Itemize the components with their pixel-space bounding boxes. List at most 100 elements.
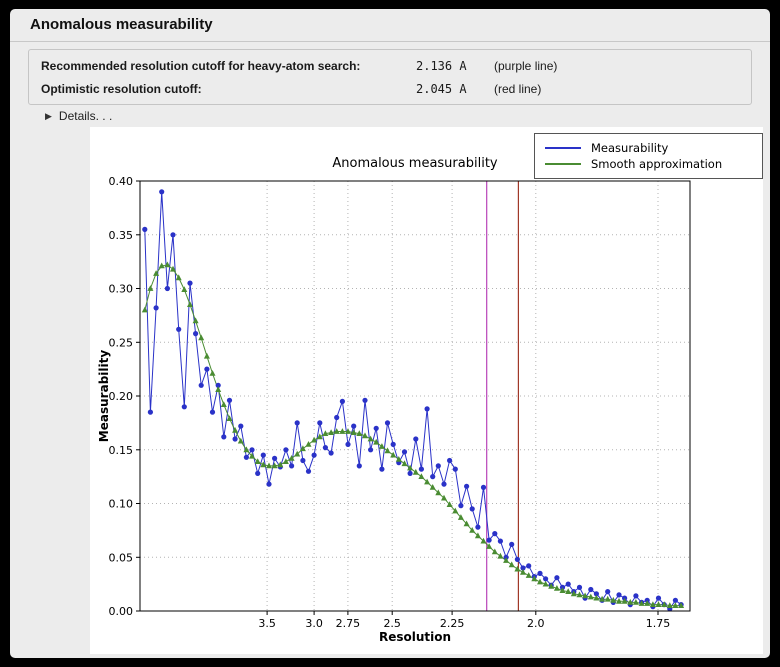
data-point-smooth — [587, 593, 594, 600]
data-point-smooth — [553, 585, 560, 591]
legend-line-sample-blue — [545, 147, 581, 149]
data-point-measurability — [407, 470, 413, 476]
data-point-measurability — [605, 589, 611, 595]
axes-frame — [139, 180, 691, 612]
details-disclosure[interactable]: ▶ Details. . . — [45, 107, 112, 125]
plot-area — [140, 181, 690, 611]
data-point-smooth — [254, 458, 261, 464]
data-point-smooth — [249, 452, 255, 459]
data-point-smooth — [424, 478, 431, 485]
data-point-measurability — [616, 592, 622, 598]
data-point-smooth — [463, 520, 470, 527]
data-point-measurability — [401, 449, 408, 455]
data-point-smooth — [305, 441, 312, 447]
data-point-smooth — [446, 501, 453, 507]
data-point-measurability — [390, 441, 396, 447]
y-tick-label: 0.15 — [109, 444, 134, 457]
data-point-smooth — [164, 261, 171, 268]
data-point-smooth — [192, 317, 199, 324]
data-point-smooth — [339, 428, 346, 434]
data-point-measurability — [300, 457, 306, 464]
data-point-smooth — [486, 543, 493, 549]
data-point-measurability — [655, 595, 662, 601]
data-point-smooth — [282, 458, 289, 464]
chart-svg: 0.00 0.05 0.10 0.15 0.20 0.25 0.30 0.35 0.40 3.5 3… — [109, 175, 691, 630]
x-tick-label: 2.0 — [527, 617, 545, 630]
data-point-measurability — [418, 466, 424, 472]
data-point-smooth — [316, 433, 323, 440]
data-point-smooth — [649, 601, 656, 607]
data-point-smooth — [537, 578, 543, 585]
data-point-smooth — [480, 537, 487, 544]
data-point-smooth — [378, 443, 385, 449]
data-point-smooth — [599, 595, 606, 602]
data-point-measurability — [576, 584, 583, 590]
data-point-measurability — [221, 434, 227, 440]
x-axis-label: Resolution — [378, 630, 452, 644]
data-point-measurability — [147, 409, 153, 415]
data-point-measurability — [193, 331, 199, 337]
data-point-smooth — [175, 274, 182, 281]
y-tick-label: 0.05 — [109, 551, 134, 564]
data-point-smooth — [356, 430, 363, 436]
data-point-measurability — [384, 420, 391, 426]
data-point-smooth — [638, 600, 645, 606]
data-point-measurability — [464, 483, 470, 489]
data-point-measurability — [593, 591, 599, 597]
data-point-smooth — [187, 301, 193, 307]
data-point-measurability — [424, 406, 430, 412]
legend-item-measurability: Measurability — [545, 140, 750, 156]
data-point-measurability — [334, 414, 340, 421]
data-point-measurability — [255, 470, 261, 476]
data-point-measurability — [356, 463, 362, 469]
data-point-measurability — [176, 326, 182, 332]
data-point-measurability — [317, 420, 323, 426]
data-point-smooth — [632, 599, 639, 605]
data-point-measurability — [328, 450, 334, 456]
data-point-measurability — [672, 597, 679, 603]
legend-line-sample-green — [545, 163, 581, 165]
data-point-smooth — [525, 572, 532, 578]
data-point-smooth — [237, 437, 244, 444]
data-point-smooth — [401, 460, 408, 467]
data-point-smooth — [418, 473, 425, 479]
legend-label: Smooth approximation — [591, 157, 723, 171]
y-tick-label: 0.00 — [109, 605, 134, 618]
data-point-measurability — [204, 366, 210, 372]
data-point-measurability — [266, 481, 272, 487]
data-point-measurability — [232, 436, 238, 442]
data-point-measurability — [249, 447, 255, 453]
data-point-measurability — [554, 575, 560, 581]
x-tick-label: 3.5 — [258, 617, 276, 630]
data-point-smooth — [170, 265, 176, 272]
data-point-measurability — [514, 556, 520, 562]
data-point-measurability — [497, 538, 503, 544]
data-point-smooth — [203, 352, 210, 359]
data-point-smooth — [181, 286, 188, 292]
data-point-measurability — [379, 466, 385, 472]
data-point-smooth — [367, 435, 374, 442]
data-point-measurability — [362, 397, 368, 403]
data-point-smooth — [565, 588, 572, 594]
data-point-measurability — [226, 397, 233, 403]
data-point-measurability — [339, 398, 345, 404]
data-point-measurability — [430, 474, 436, 480]
data-point-measurability — [187, 280, 193, 286]
cutoff-label: Optimistic resolution cutoff: — [41, 82, 202, 96]
data-point-measurability — [520, 565, 526, 571]
data-point-measurability — [153, 305, 159, 311]
data-point-smooth — [548, 582, 555, 589]
data-point-smooth — [153, 270, 160, 276]
data-point-measurability — [469, 506, 475, 512]
data-point-smooth — [616, 597, 622, 604]
data-point-measurability — [526, 563, 532, 569]
x-tick-label: 1.75 — [646, 617, 671, 630]
data-point-smooth — [531, 575, 538, 582]
data-point-measurability — [475, 524, 481, 530]
data-point-smooth — [147, 285, 154, 291]
data-point-smooth — [350, 429, 357, 435]
data-point-measurability — [373, 425, 379, 431]
data-point-measurability — [588, 586, 594, 593]
data-point-measurability — [435, 463, 441, 469]
panel-title: Anomalous measurability — [30, 16, 213, 33]
